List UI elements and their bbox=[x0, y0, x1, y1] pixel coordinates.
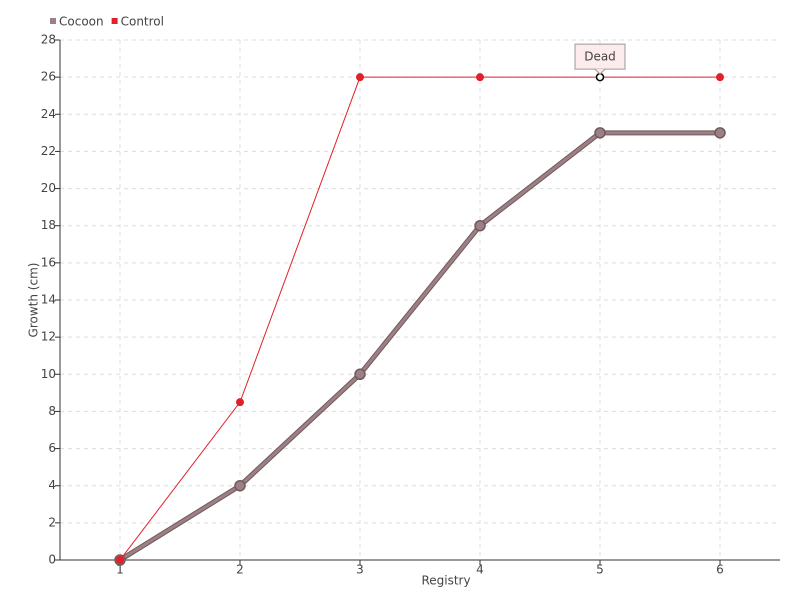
data-point bbox=[474, 219, 486, 232]
y-tick-label: 6 bbox=[48, 441, 56, 455]
y-tick-label: 10 bbox=[41, 367, 56, 381]
x-tick-label: 4 bbox=[476, 563, 484, 577]
y-axis-label: Growth (cm) bbox=[27, 263, 41, 338]
annotation-text: Dead bbox=[584, 50, 616, 64]
x-tick-label: 3 bbox=[356, 563, 364, 577]
series-line-outline bbox=[118, 130, 720, 563]
data-point bbox=[714, 127, 726, 139]
y-tick-label: 14 bbox=[41, 293, 56, 307]
y-tick-label: 8 bbox=[48, 404, 56, 418]
data-point bbox=[116, 556, 124, 564]
legend-label: Cocoon bbox=[59, 15, 104, 29]
annotation-pointer bbox=[594, 68, 606, 75]
x-tick-label: 1 bbox=[116, 563, 124, 577]
x-axis-label: Registry bbox=[421, 574, 470, 588]
y-tick-label: 20 bbox=[41, 181, 56, 195]
y-tick-label: 4 bbox=[48, 478, 56, 492]
data-point bbox=[236, 398, 244, 407]
legend-label: Control bbox=[121, 15, 164, 29]
y-tick-label: 2 bbox=[48, 515, 56, 529]
data-point bbox=[356, 73, 364, 82]
legend-swatch bbox=[111, 18, 118, 24]
series-line bbox=[119, 76, 720, 561]
x-tick-label: 6 bbox=[716, 563, 724, 577]
y-tick-label: 0 bbox=[48, 553, 56, 567]
data-point bbox=[476, 73, 484, 82]
data-point bbox=[716, 73, 724, 82]
y-tick-label: 26 bbox=[41, 70, 56, 84]
data-point bbox=[354, 368, 366, 381]
y-tick-label: 16 bbox=[41, 255, 56, 269]
y-tick-label: 18 bbox=[41, 218, 56, 232]
annotation-box bbox=[574, 43, 626, 70]
data-point bbox=[594, 127, 606, 139]
legend-swatch bbox=[50, 18, 56, 24]
y-tick-label: 28 bbox=[41, 33, 56, 47]
y-tick-label: 24 bbox=[41, 107, 56, 121]
data-point bbox=[234, 479, 246, 492]
y-tick-label: 22 bbox=[41, 144, 56, 158]
x-tick-label: 5 bbox=[596, 563, 604, 577]
y-tick-label: 12 bbox=[41, 330, 56, 344]
x-tick-label: 2 bbox=[236, 563, 244, 577]
series-line bbox=[119, 131, 720, 562]
annotation: Dead bbox=[574, 43, 626, 75]
